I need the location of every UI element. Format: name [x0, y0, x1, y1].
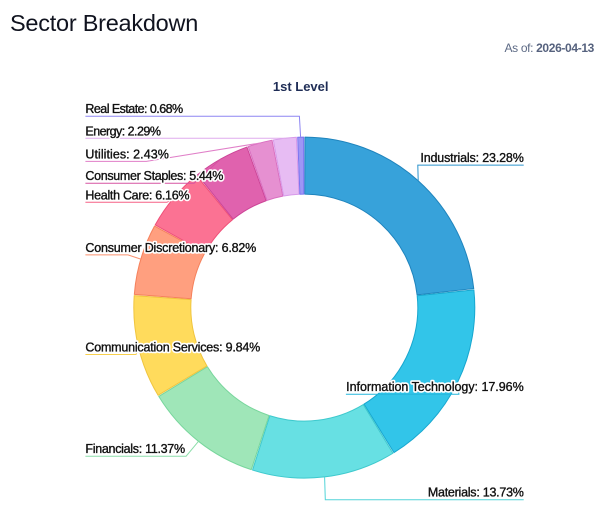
svg-text:Real Estate: 0.68%: Real Estate: 0.68%: [85, 102, 183, 116]
svg-text:Consumer Discretionary: 6.82%: Consumer Discretionary: 6.82%: [85, 241, 256, 255]
svg-text:Communication Services: 9.84%: Communication Services: 9.84%: [85, 341, 260, 355]
svg-text:Consumer Staples: 5.44%: Consumer Staples: 5.44%: [85, 169, 223, 183]
svg-text:Energy: 2.29%: Energy: 2.29%: [85, 124, 160, 138]
svg-text:Consumer Staples: 5.44%: Consumer Staples: 5.44%: [85, 169, 223, 183]
svg-text:Materials: 13.73%: Materials: 13.73%: [428, 486, 524, 500]
svg-text:Utilities: 2.43%: Utilities: 2.43%: [85, 147, 168, 161]
svg-text:Health Care: 6.16%: Health Care: 6.16%: [85, 188, 189, 202]
svg-text:1st Level: 1st Level: [273, 79, 329, 94]
svg-text:Industrials: 23.28%: Industrials: 23.28%: [420, 151, 523, 165]
svg-text:Information Technology: 17.96%: Information Technology: 17.96%: [346, 380, 524, 394]
svg-text:Industrials: 23.28%: Industrials: 23.28%: [420, 151, 523, 165]
svg-text:Financials: 11.37%: Financials: 11.37%: [85, 442, 185, 456]
svg-text:Materials: 13.73%: Materials: 13.73%: [428, 486, 524, 500]
svg-text:Information Technology: 17.96%: Information Technology: 17.96%: [346, 380, 524, 394]
svg-text:Financials: 11.37%: Financials: 11.37%: [85, 442, 185, 456]
svg-text:Utilities: 2.43%: Utilities: 2.43%: [85, 147, 168, 161]
svg-text:Energy: 2.29%: Energy: 2.29%: [85, 124, 160, 138]
svg-text:Health Care: 6.16%: Health Care: 6.16%: [85, 188, 189, 202]
svg-text:Real Estate: 0.68%: Real Estate: 0.68%: [85, 102, 183, 116]
svg-text:Consumer Discretionary: 6.82%: Consumer Discretionary: 6.82%: [85, 241, 256, 255]
svg-text:Communication Services: 9.84%: Communication Services: 9.84%: [85, 341, 260, 355]
